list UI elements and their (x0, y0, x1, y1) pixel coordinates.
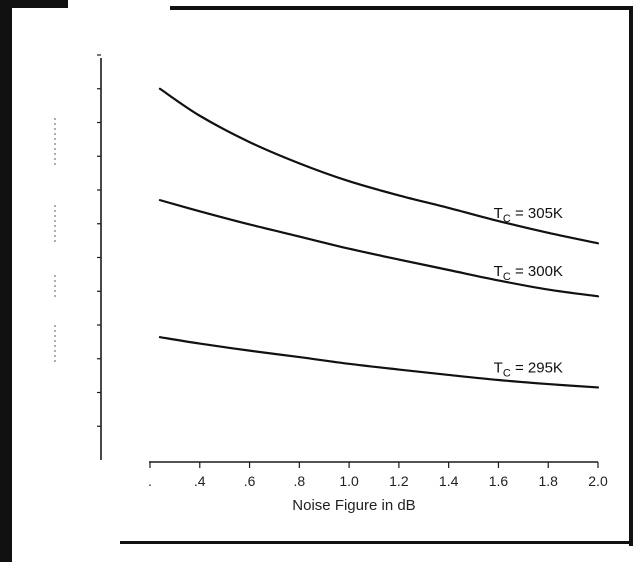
series-label: TC = 305K (494, 205, 563, 225)
frame-bottom-edge (120, 541, 633, 544)
frame-left-edge (0, 0, 12, 562)
x-axis: . .4 .6 .8 1.0 1.2 1.4 1.6 1.8 2.0 (148, 461, 608, 489)
x-tick-label: 1.6 (489, 473, 509, 489)
series-label: TC = 300K (494, 263, 563, 283)
x-tick-label: 1.2 (389, 473, 409, 489)
x-tick-label: 1.8 (538, 473, 558, 489)
series-line (158, 336, 600, 389)
x-tick-label: .6 (244, 473, 256, 489)
x-tick-label: .4 (194, 473, 206, 489)
x-axis-label: Noise Figure in dB (292, 497, 415, 514)
series-lines (158, 87, 600, 389)
x-tick-label: 1.0 (339, 473, 359, 489)
frame-top-edge-right (170, 6, 633, 10)
series-line (158, 199, 600, 298)
x-tick-label: 1.4 (439, 473, 459, 489)
frame-right-edge (629, 6, 633, 546)
x-tick-label: . (148, 473, 152, 489)
series-labels: TC = 305K TC = 300K TC = 295K (494, 205, 563, 379)
y-axis (97, 54, 102, 460)
series-line (158, 87, 600, 245)
x-tick-label: 2.0 (588, 473, 608, 489)
frame-top-edge (0, 0, 68, 8)
x-tick-label: .8 (293, 473, 305, 489)
series-label: TC = 295K (494, 359, 563, 379)
